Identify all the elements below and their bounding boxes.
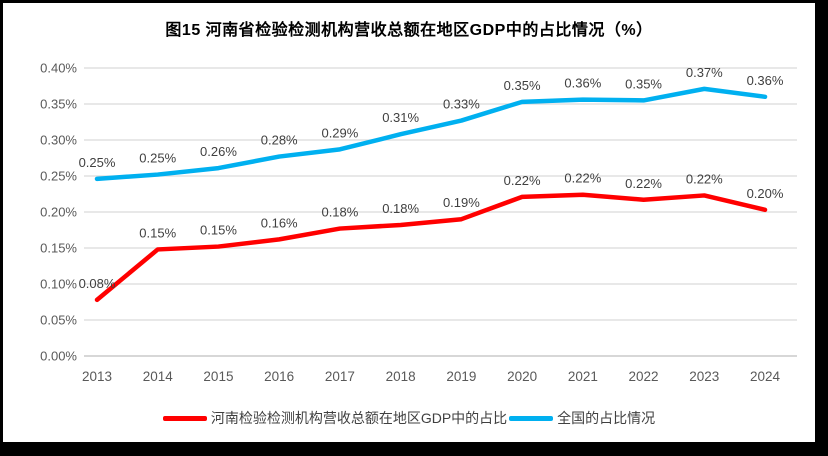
x-axis-tick-label: 2022 (629, 369, 659, 384)
y-axis-tick-label: 0.25% (40, 169, 77, 184)
y-axis-tick-label: 0.20% (40, 205, 77, 220)
national-data-label: 0.28% (261, 133, 298, 148)
legend: 河南检验检测机构营收总额在地区GDP中的占比 全国的占比情况 (3, 408, 815, 428)
x-axis-tick-label: 2019 (446, 369, 476, 384)
henan-data-label: 0.08% (79, 276, 116, 291)
legend-item-henan: 河南检验检测机构营收总额在地区GDP中的占比 (162, 408, 508, 428)
national-data-label: 0.25% (139, 151, 176, 166)
x-axis-tick-label: 2020 (507, 369, 537, 384)
national-series-line (94, 86, 768, 182)
y-axis-tick-label: 0.30% (40, 133, 77, 148)
henan-series-line (94, 192, 768, 303)
x-axis-tick-label: 2021 (568, 369, 598, 384)
national-data-label: 0.33% (443, 97, 480, 112)
henan-data-label: 0.19% (443, 195, 480, 210)
plot-area: 0.40%0.35%0.30%0.25%0.20%0.15%0.10%0.05%… (40, 61, 797, 384)
x-axis-tick-label: 2018 (386, 369, 416, 384)
y-axis-tick-label: 0.05% (40, 313, 77, 328)
x-axis-tick-label: 2023 (689, 369, 719, 384)
chart-title: 图15 河南省检验检测机构营收总额在地区GDP中的占比情况（%） (165, 22, 653, 39)
national-data-label: 0.36% (747, 73, 784, 88)
henan-data-label: 0.18% (321, 205, 358, 220)
national-data-label: 0.35% (625, 76, 662, 91)
henan-data-label: 0.16% (261, 215, 298, 230)
x-axis-tick-label: 2015 (203, 369, 233, 384)
national-line-swatch (509, 415, 554, 421)
legend-label-henan: 河南检验检测机构营收总额在地区GDP中的占比 (210, 410, 508, 426)
henan-data-label: 0.22% (686, 171, 723, 186)
national-data-label: 0.26% (200, 144, 237, 159)
y-axis-tick-label: 0.00% (40, 349, 77, 364)
henan-data-label: 0.20% (747, 186, 784, 201)
x-axis-tick-label: 2024 (750, 369, 781, 384)
x-axis-tick-label: 2014 (143, 369, 174, 384)
henan-data-label: 0.15% (200, 223, 237, 238)
y-axis-tick-label: 0.15% (40, 241, 77, 256)
henan-data-label: 0.22% (625, 176, 662, 191)
national-data-label: 0.36% (564, 76, 601, 91)
legend-item-national: 全国的占比情况 (509, 408, 655, 428)
henan-data-label: 0.22% (504, 173, 541, 188)
national-data-label: 0.37% (686, 65, 723, 80)
henan-line-swatch (162, 415, 207, 421)
national-data-label: 0.25% (79, 155, 116, 170)
y-axis-tick-label: 0.35% (40, 97, 77, 112)
national-data-label: 0.29% (321, 125, 358, 140)
x-axis-tick-label: 2016 (264, 369, 294, 384)
henan-data-label: 0.15% (139, 225, 176, 240)
y-axis-tick-label: 0.40% (40, 61, 77, 76)
national-data-label: 0.31% (382, 110, 419, 125)
x-axis-tick-label: 2017 (325, 369, 355, 384)
henan-data-label: 0.22% (564, 171, 601, 186)
national-data-label: 0.35% (504, 78, 541, 93)
legend-label-national: 全国的占比情况 (557, 410, 656, 426)
y-axis-tick-label: 0.10% (40, 277, 77, 292)
x-axis-tick-label: 2013 (82, 369, 112, 384)
henan-data-label: 0.18% (382, 201, 419, 216)
